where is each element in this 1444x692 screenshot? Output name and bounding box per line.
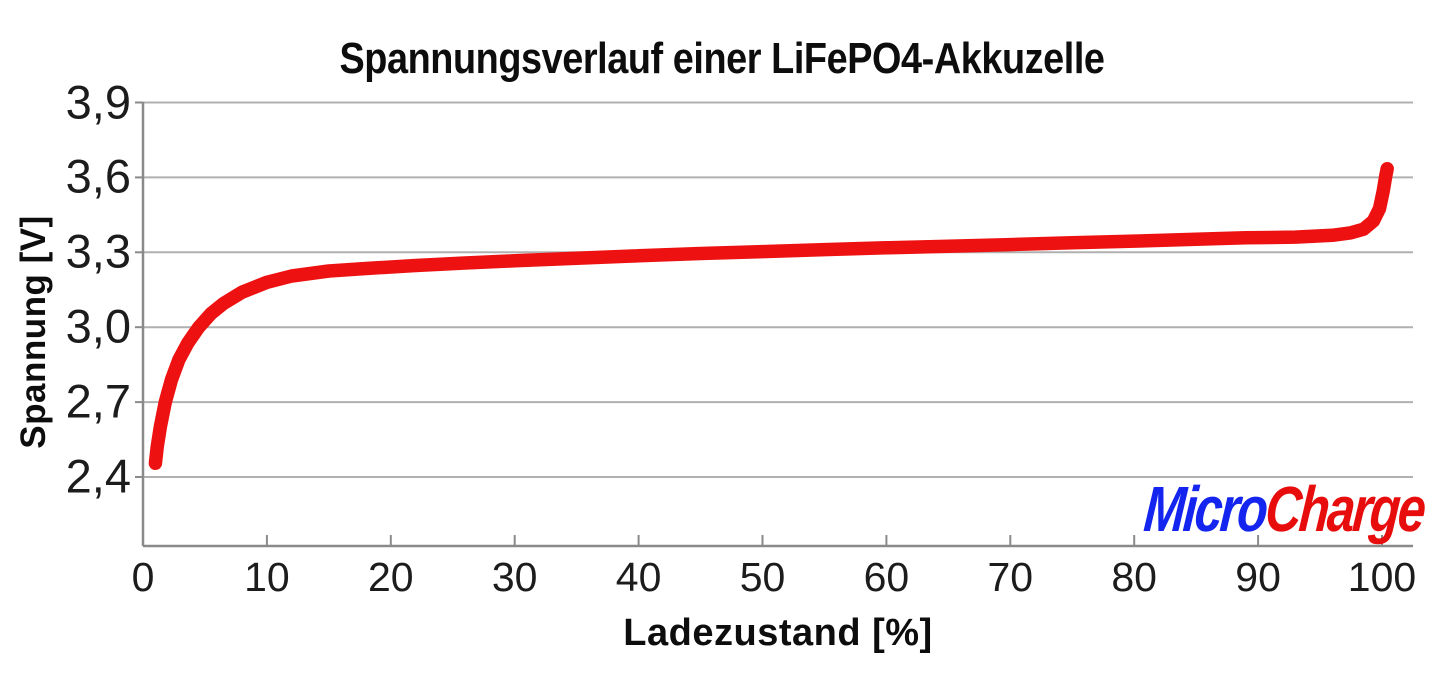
y-tick-label: 3,3	[65, 224, 131, 278]
voltage-curve	[148, 161, 1394, 471]
x-tick-label: 80	[1111, 554, 1157, 600]
x-tick-label: 90	[1235, 554, 1281, 600]
x-tick-label: 40	[615, 554, 662, 600]
y-tick-label: 2,4	[65, 449, 131, 503]
microcharge-logo: MicroCharge	[1141, 473, 1426, 545]
y-tick-label: 2,7	[65, 374, 131, 428]
x-axis-title: Ladezustand [%]	[623, 612, 933, 654]
logo-text-charge: Charge	[1262, 473, 1427, 545]
x-tick-label: 0	[131, 554, 155, 600]
x-tick-label: 10	[244, 554, 290, 600]
x-tick-label: 50	[739, 554, 786, 600]
x-tick-label: 70	[987, 554, 1034, 600]
chart-title: Spannungsverlauf einer LiFePO4-Akkuzelle	[339, 34, 1105, 83]
y-tick-label: 3,0	[65, 299, 131, 353]
logo-text-micro: Micro	[1141, 473, 1269, 545]
x-tick-label: 60	[863, 554, 910, 600]
x-tick-label: 20	[367, 554, 414, 600]
x-tick-label: 100	[1347, 554, 1417, 600]
y-tick-label: 3,9	[65, 75, 131, 129]
y-tick-label: 3,6	[65, 149, 131, 203]
x-tick-label: 30	[491, 554, 538, 600]
